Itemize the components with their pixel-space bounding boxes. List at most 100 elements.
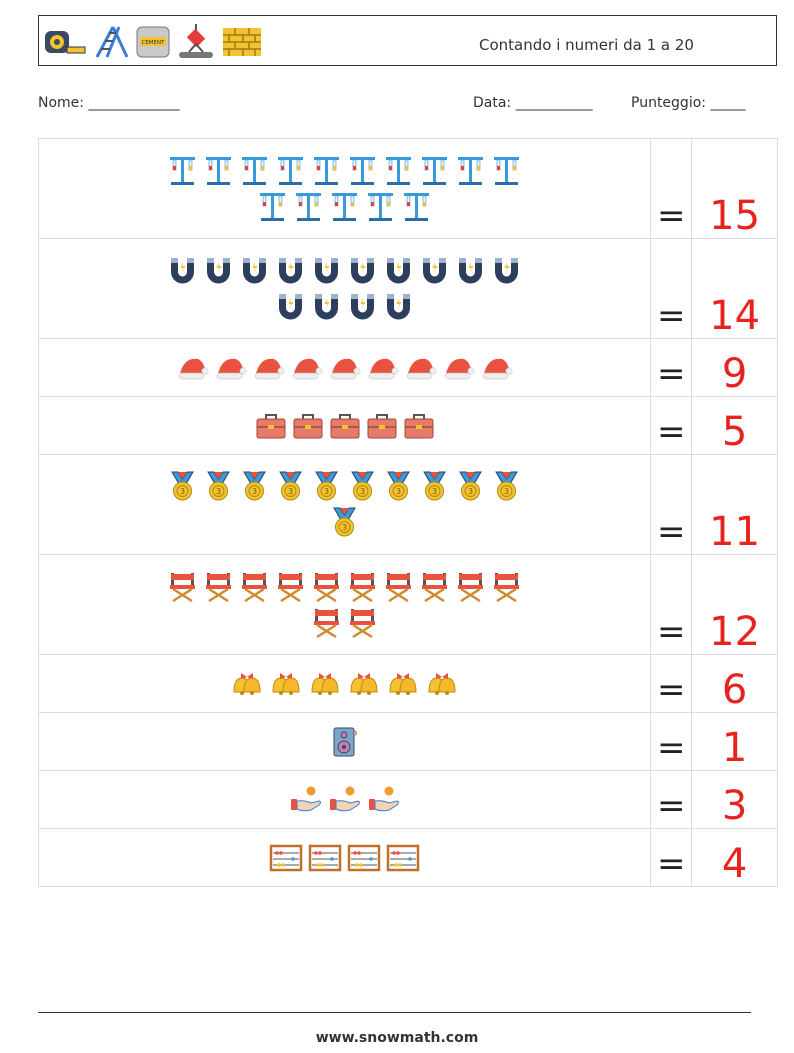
icon-line xyxy=(39,725,650,758)
svg-text:3: 3 xyxy=(252,487,257,496)
equals-cell: = xyxy=(650,712,693,771)
equals-cell: = xyxy=(650,454,693,555)
toolbox-icon xyxy=(255,412,287,440)
icon-line xyxy=(39,844,650,872)
picture-cell xyxy=(37,238,652,339)
icon-line xyxy=(39,154,650,187)
santa-hat-icon xyxy=(214,354,247,381)
equals-sign: = xyxy=(657,354,686,394)
toolbox-icon xyxy=(329,412,361,440)
picture-cell xyxy=(37,770,652,829)
test-tube-rack-icon xyxy=(275,154,306,187)
test-tube-rack-icon xyxy=(491,154,522,187)
icon-line xyxy=(39,254,650,287)
magnet-icon xyxy=(311,254,342,287)
magnet-icon xyxy=(275,290,306,323)
director-chair-icon xyxy=(347,570,378,603)
magnet-icon xyxy=(203,254,234,287)
table-row: = 15 xyxy=(37,138,778,239)
crane-hook-icon xyxy=(179,24,213,58)
answer-cell: 6 xyxy=(691,654,778,713)
magnet-icon xyxy=(419,254,450,287)
answer-cell: 4 xyxy=(691,828,778,887)
footer-url: www.snowmath.com xyxy=(315,1030,479,1046)
equals-cell: = xyxy=(650,238,693,339)
santa-hat-icon xyxy=(176,354,209,381)
santa-hat-icon xyxy=(442,354,475,381)
director-chair-icon xyxy=(419,570,450,603)
toolbox-icon xyxy=(292,412,324,440)
magnet-icon xyxy=(311,290,342,323)
answer-value: 3 xyxy=(721,783,748,829)
answer-value: 11 xyxy=(709,509,761,555)
medal-icon: 3 xyxy=(239,470,270,503)
test-tube-rack-icon xyxy=(311,154,342,187)
table-row: = 3 xyxy=(37,770,778,829)
abacus-icon xyxy=(386,844,420,872)
director-chair-icon xyxy=(491,570,522,603)
equals-sign: = xyxy=(657,296,686,336)
table-row: 3 3 3 3 3 3 3 3 3 3 3 = 11 xyxy=(37,454,778,555)
equals-cell: = xyxy=(650,654,693,713)
medal-icon: 3 xyxy=(329,506,360,539)
equals-cell: = xyxy=(650,770,693,829)
hand-coin-icon xyxy=(367,785,401,815)
bells-icon xyxy=(308,670,342,697)
answer-value: 4 xyxy=(721,841,748,887)
equals-sign: = xyxy=(657,786,686,826)
magnet-icon xyxy=(383,290,414,323)
equals-cell: = xyxy=(650,554,693,655)
table-row: = 1 xyxy=(37,712,778,771)
director-chair-icon xyxy=(455,570,486,603)
name-field[interactable]: Nome: _____________ xyxy=(38,95,180,111)
test-tube-rack-icon xyxy=(401,190,432,223)
counting-table: = 15 = 14 = 9 = 5 3 3 3 3 3 3 3 3 3 3 3 = 11 = 12 = 6 = 1 = 3 = 4 xyxy=(37,138,778,887)
table-row: = 14 xyxy=(37,238,778,339)
director-chair-icon xyxy=(275,570,306,603)
picture-cell xyxy=(37,654,652,713)
toolbox-icon xyxy=(366,412,398,440)
bells-icon xyxy=(230,670,264,697)
medal-icon: 3 xyxy=(419,470,450,503)
director-chair-icon xyxy=(311,606,342,639)
abacus-icon xyxy=(269,844,303,872)
table-row: = 5 xyxy=(37,396,778,455)
santa-hat-icon xyxy=(328,354,361,381)
icon-line: 3 xyxy=(39,506,650,539)
answer-value: 9 xyxy=(721,351,748,397)
hand-coin-icon xyxy=(289,785,323,815)
ladder-icon xyxy=(95,26,129,58)
magnet-icon xyxy=(275,254,306,287)
svg-text:3: 3 xyxy=(342,523,347,532)
picture-cell xyxy=(37,712,652,771)
worksheet-header: CEMENT Contando i numeri da 1 a 20 xyxy=(38,15,777,66)
equals-cell: = xyxy=(650,138,693,239)
svg-text:CEMENT: CEMENT xyxy=(141,40,165,46)
cement-bag-icon: CEMENT xyxy=(136,26,170,58)
bells-icon xyxy=(425,670,459,697)
answer-cell: 5 xyxy=(691,396,778,455)
speaker-icon xyxy=(329,725,361,758)
date-field[interactable]: Data: ___________ xyxy=(473,95,593,111)
icon-line xyxy=(39,354,650,381)
answer-cell: 1 xyxy=(691,712,778,771)
equals-cell: = xyxy=(650,338,693,397)
magnet-icon xyxy=(347,290,378,323)
hand-coin-icon xyxy=(328,785,362,815)
test-tube-rack-icon xyxy=(329,190,360,223)
magnet-icon xyxy=(239,254,270,287)
svg-text:3: 3 xyxy=(324,487,329,496)
answer-cell: 12 xyxy=(691,554,778,655)
score-field[interactable]: Punteggio: _____ xyxy=(631,95,746,111)
test-tube-rack-icon xyxy=(167,154,198,187)
test-tube-rack-icon xyxy=(203,154,234,187)
equals-sign: = xyxy=(657,844,686,884)
footer-divider xyxy=(38,1012,751,1013)
table-row: = 6 xyxy=(37,654,778,713)
equals-sign: = xyxy=(657,728,686,768)
svg-text:3: 3 xyxy=(180,487,185,496)
header-icons: CEMENT xyxy=(43,24,263,60)
picture-cell xyxy=(37,828,652,887)
magnet-icon xyxy=(491,254,522,287)
medal-icon: 3 xyxy=(347,470,378,503)
